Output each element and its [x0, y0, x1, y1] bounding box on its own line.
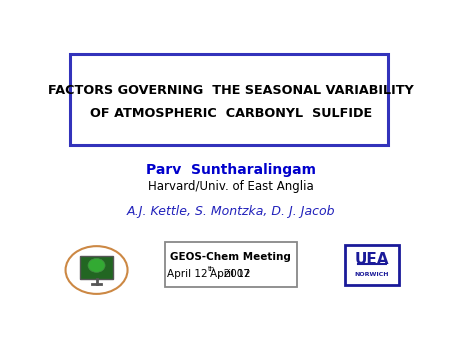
FancyBboxPatch shape	[70, 54, 388, 145]
Text: NORWICH: NORWICH	[355, 272, 389, 277]
Text: OF ATMOSPHERIC  CARBONYL  SULFIDE: OF ATMOSPHERIC CARBONYL SULFIDE	[90, 107, 372, 120]
Text: April 12: April 12	[167, 269, 207, 279]
FancyBboxPatch shape	[165, 242, 297, 287]
FancyBboxPatch shape	[345, 245, 399, 285]
Text: Parv  Suntharalingam: Parv Suntharalingam	[146, 163, 315, 177]
Text: th: th	[208, 266, 216, 272]
Text: Harvard/Univ. of East Anglia: Harvard/Univ. of East Anglia	[148, 180, 314, 193]
FancyBboxPatch shape	[80, 256, 113, 279]
Text: GEOS-Chem Meeting: GEOS-Chem Meeting	[170, 252, 291, 262]
Text: A.J. Kettle, S. Montzka, D. J. Jacob: A.J. Kettle, S. Montzka, D. J. Jacob	[126, 205, 335, 218]
Text: FACTORS GOVERNING  THE SEASONAL VARIABILITY: FACTORS GOVERNING THE SEASONAL VARIABILI…	[48, 84, 414, 97]
Text: UEA: UEA	[355, 252, 389, 267]
Text: , 2007: , 2007	[217, 269, 250, 279]
Ellipse shape	[66, 246, 127, 294]
Text: April 12: April 12	[210, 269, 251, 279]
Ellipse shape	[88, 259, 105, 272]
